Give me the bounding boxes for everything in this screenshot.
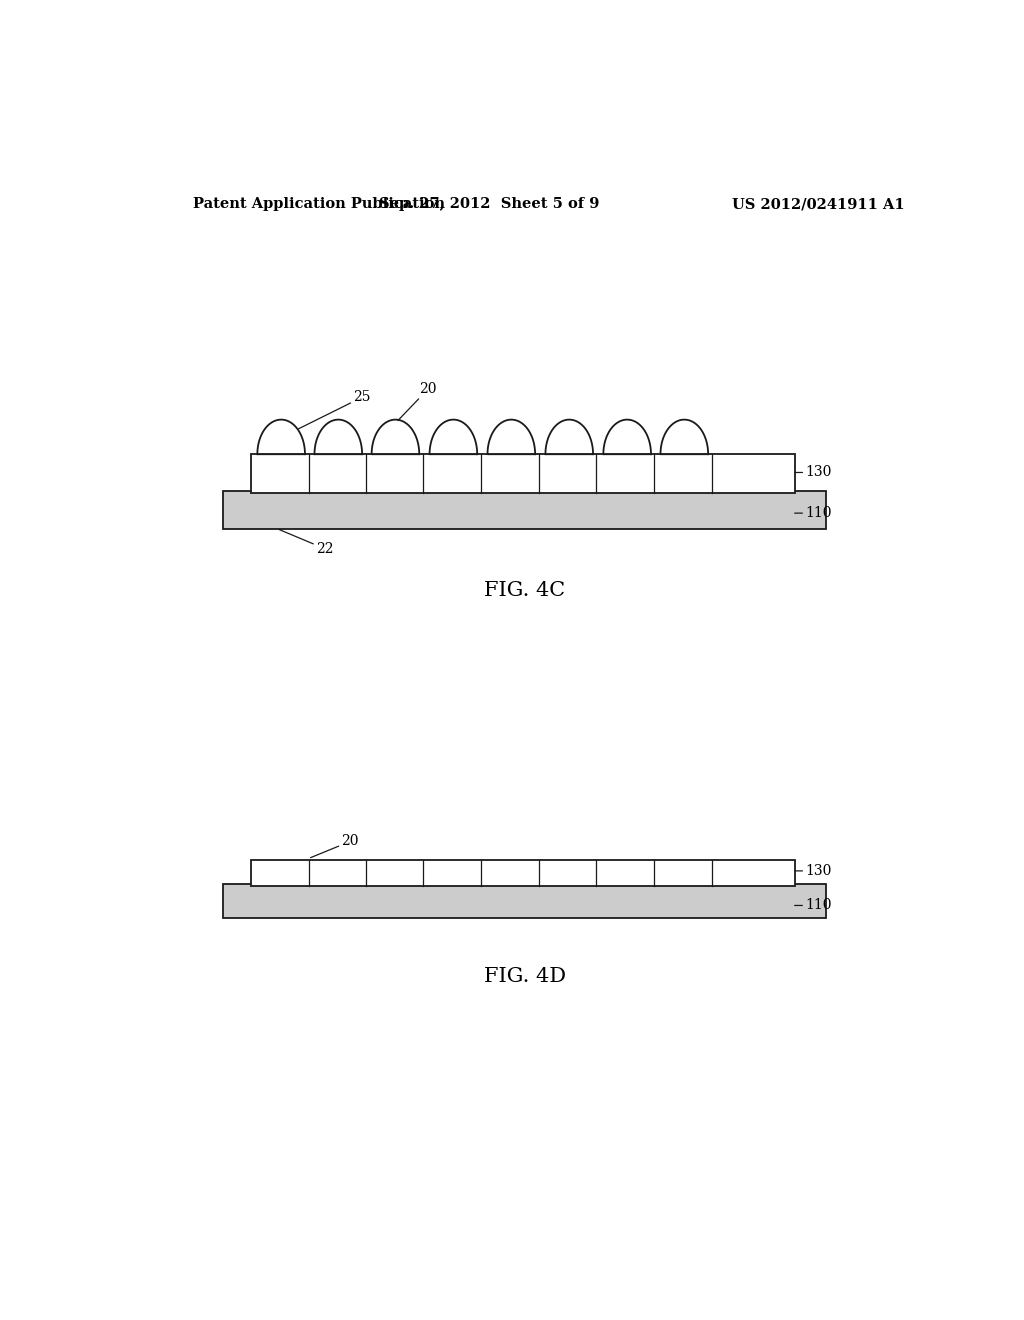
- Text: Patent Application Publication: Patent Application Publication: [194, 197, 445, 211]
- Bar: [223, 884, 826, 917]
- Text: 130: 130: [795, 863, 831, 878]
- Text: 110: 110: [795, 506, 831, 520]
- Text: 110: 110: [795, 899, 831, 912]
- Bar: [251, 859, 795, 886]
- Bar: [223, 491, 826, 529]
- Bar: [251, 454, 795, 492]
- Text: 25: 25: [299, 391, 371, 429]
- Text: FIG. 4C: FIG. 4C: [484, 581, 565, 599]
- Text: 20: 20: [397, 381, 436, 421]
- Text: Sep. 27, 2012  Sheet 5 of 9: Sep. 27, 2012 Sheet 5 of 9: [379, 197, 599, 211]
- Text: FIG. 4D: FIG. 4D: [483, 968, 566, 986]
- Text: 130: 130: [795, 466, 831, 479]
- Text: US 2012/0241911 A1: US 2012/0241911 A1: [732, 197, 905, 211]
- Text: 22: 22: [279, 529, 334, 556]
- Text: 20: 20: [310, 834, 359, 858]
